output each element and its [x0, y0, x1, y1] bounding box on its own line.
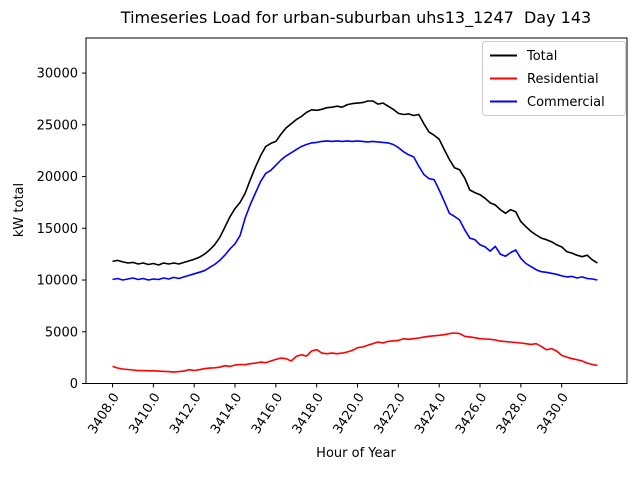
y-tick-label: 15000 [37, 222, 78, 237]
y-tick-label: 20000 [37, 170, 78, 185]
x-tick-label: 3414.0 [208, 391, 245, 437]
y-tick-label: 25000 [37, 118, 78, 133]
x-axis-label: Hour of Year [316, 446, 396, 461]
x-tick-label: 3418.0 [290, 391, 327, 437]
series-line-commercial [112, 140, 598, 281]
x-tick-label: 3408.0 [86, 391, 123, 437]
x-tick-label: 3412.0 [167, 391, 204, 437]
x-axis-ticks: 3408.0 3410.0 3412.0 3414.0 3416.0 3418.0 3420… [86, 383, 572, 437]
x-tick-label: 3426.0 [453, 391, 490, 437]
y-tick-label: 0 [70, 377, 78, 392]
legend-item-total: Total [490, 49, 557, 64]
legend-frame [482, 41, 626, 116]
y-tick-label: 30000 [37, 67, 78, 82]
legend-item-commercial: Commercial [490, 95, 605, 110]
legend: Total Residential Commercial [482, 41, 626, 116]
x-tick-label: 3422.0 [371, 391, 408, 437]
x-tick-label: 3416.0 [249, 391, 286, 437]
legend-label: Commercial [527, 95, 605, 110]
y-axis-label: kW total [12, 183, 27, 237]
series-line-total [112, 100, 598, 266]
y-tick-label: 5000 [45, 325, 78, 340]
x-tick-label: 3428.0 [494, 391, 531, 437]
x-tick-label: 3430.0 [535, 391, 572, 437]
chart-title: Timeseries Load for urban-suburban uhs13… [120, 8, 591, 28]
legend-item-residential: Residential [490, 72, 599, 87]
legend-label: Total [526, 49, 557, 64]
y-tick-label: 10000 [37, 274, 78, 289]
x-tick-label: 3410.0 [126, 391, 163, 437]
legend-label: Residential [527, 72, 599, 87]
x-tick-label: 3420.0 [331, 391, 368, 437]
series-line-residential [112, 332, 598, 373]
y-axis-ticks: 0 5000 10000 15000 20000 25000 30000 [37, 67, 86, 392]
plot-series [112, 100, 598, 373]
plot-border [85, 37, 628, 384]
x-tick-label: 3424.0 [412, 391, 449, 437]
